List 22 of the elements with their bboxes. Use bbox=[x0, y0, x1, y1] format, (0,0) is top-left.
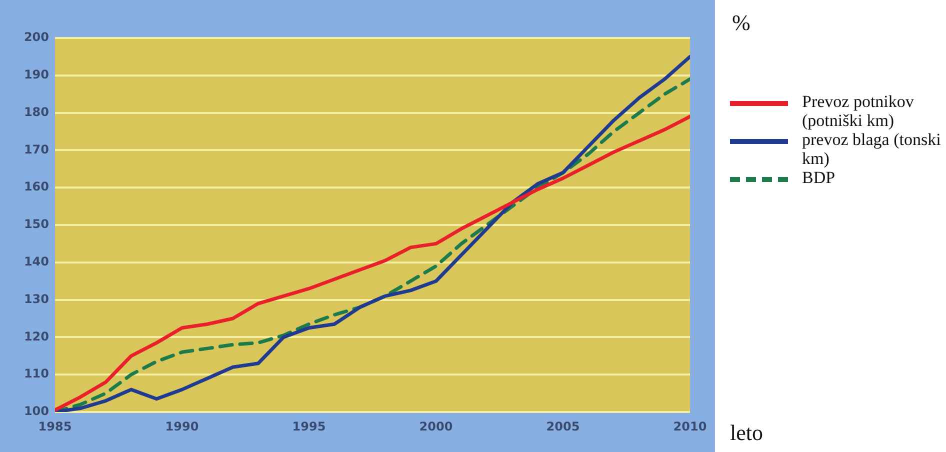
y-tick-label: 100 bbox=[24, 404, 49, 418]
y-tick-label: 120 bbox=[24, 329, 49, 344]
x-tick-label: 2010 bbox=[673, 419, 707, 434]
y-tick-label: 110 bbox=[24, 366, 49, 381]
x-tick-label: 2005 bbox=[546, 419, 580, 434]
legend-label: Prevoz potnikov (potniški km) bbox=[802, 92, 915, 130]
y-axis-title: % bbox=[732, 10, 750, 36]
x-axis-title: leto bbox=[730, 420, 763, 446]
legend-label: prevoz blaga (tonski km) bbox=[802, 130, 942, 168]
y-tick-label: 160 bbox=[24, 180, 49, 194]
y-tick-label: 200 bbox=[24, 30, 49, 44]
y-tick-label: 170 bbox=[24, 142, 49, 156]
y-tick-label: 130 bbox=[24, 292, 49, 306]
x-tick-label: 1995 bbox=[292, 419, 326, 434]
y-tick-label: 140 bbox=[24, 254, 49, 269]
y-tick-label: 180 bbox=[24, 104, 49, 119]
y-tick-label: 150 bbox=[24, 217, 49, 232]
x-tick-label: 1990 bbox=[165, 419, 199, 434]
y-tick-label: 190 bbox=[24, 68, 49, 82]
x-tick-label: 2000 bbox=[419, 419, 453, 434]
x-tick-label: 1985 bbox=[38, 419, 72, 434]
legend-label: BDP bbox=[802, 168, 836, 187]
